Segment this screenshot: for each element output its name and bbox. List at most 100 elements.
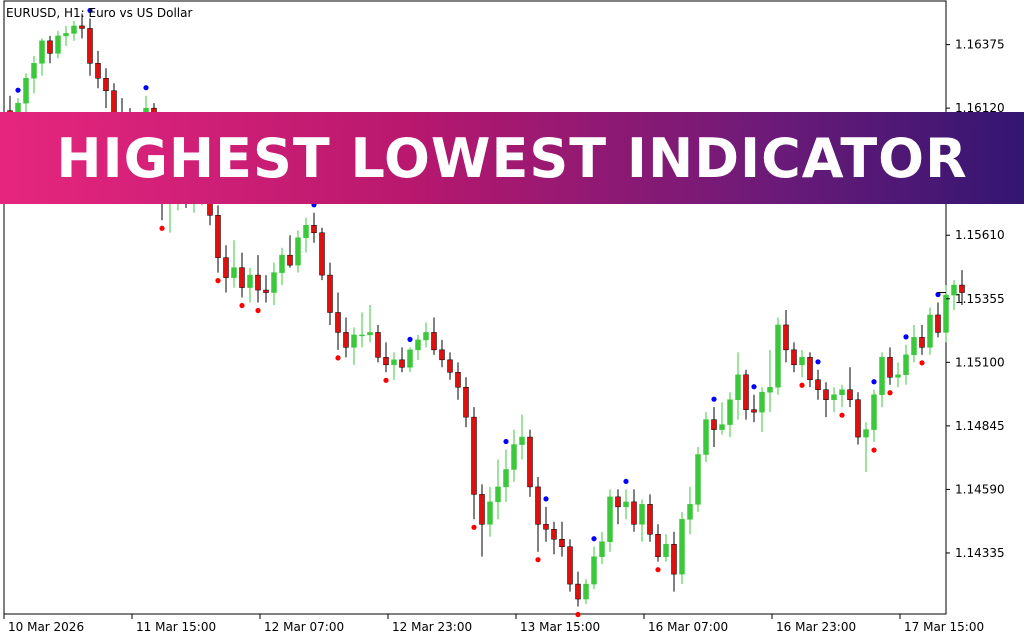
bull-candle-body <box>503 469 509 488</box>
bull-candle-body <box>583 583 589 600</box>
bear-candle-body <box>311 225 317 233</box>
candle <box>415 334 421 360</box>
candle <box>799 349 805 378</box>
bear-candle-body <box>447 359 453 373</box>
candle <box>679 511 685 585</box>
bull-candle-body <box>39 40 45 64</box>
candle <box>583 579 589 605</box>
bull-candle-body <box>687 504 693 520</box>
bull-candle-body <box>359 334 365 337</box>
bull-candle-body <box>591 556 597 585</box>
lowest-marker <box>471 524 477 530</box>
candle <box>951 280 957 310</box>
bear-candle-body <box>887 357 893 378</box>
candle <box>327 262 333 325</box>
candle <box>695 447 701 512</box>
bull-candle-body <box>703 419 709 455</box>
candle <box>79 13 85 39</box>
bull-candle-body <box>951 284 957 296</box>
candle <box>223 245 229 293</box>
bear-candle-body <box>527 436 533 488</box>
candle <box>655 524 661 562</box>
candle <box>919 324 925 355</box>
bull-candle-body <box>23 77 29 104</box>
candle <box>847 367 853 408</box>
candle <box>263 275 269 303</box>
highest-marker <box>543 496 549 502</box>
title-banner: HIGHEST LOWEST INDICATOR <box>0 112 1024 204</box>
candles-layer <box>7 13 965 607</box>
bull-candle-body <box>31 63 37 79</box>
candle <box>431 317 437 355</box>
x-tick-label: 12 Mar 07:00 <box>264 620 344 634</box>
bear-candle-body <box>319 232 325 276</box>
bull-candle-body <box>295 237 301 266</box>
candle <box>503 449 509 502</box>
bull-candle-body <box>487 501 493 525</box>
candle <box>735 352 741 420</box>
candle <box>911 324 917 363</box>
plot-area <box>3 0 947 615</box>
candle <box>567 539 573 592</box>
candle <box>359 312 365 348</box>
highest-marker <box>143 85 149 91</box>
candle <box>391 352 397 380</box>
candle <box>759 387 765 433</box>
bull-candle-body <box>599 541 605 557</box>
bull-candle-body <box>879 357 885 395</box>
x-tick-label: 17 Mar 15:00 <box>904 620 984 634</box>
y-tick-label: 1.15100 <box>955 355 1005 369</box>
candle <box>903 344 909 385</box>
bear-candle-body <box>919 337 925 348</box>
bull-candle-body <box>519 436 525 445</box>
bear-candle-body <box>383 357 389 366</box>
bear-candle-body <box>535 486 541 525</box>
candle <box>895 362 901 388</box>
bull-candle-body <box>695 454 701 505</box>
bear-candle-body <box>239 267 245 288</box>
bull-candle-body <box>247 274 253 288</box>
bear-candle-body <box>823 389 829 400</box>
candle <box>447 352 453 380</box>
candle <box>335 292 341 350</box>
y-tick-label: 1.16375 <box>955 38 1005 52</box>
bear-candle-body <box>847 389 853 400</box>
candle <box>287 235 293 268</box>
bull-candle-body <box>759 391 765 413</box>
bear-candle-body <box>551 529 557 540</box>
candle <box>479 484 485 557</box>
bear-candle-body <box>615 496 621 508</box>
candle <box>311 212 317 243</box>
candle <box>599 531 605 565</box>
bull-candle-body <box>767 386 773 393</box>
bear-candle-body <box>479 494 485 525</box>
candle <box>527 429 533 497</box>
y-tick-label: 1.15355 <box>955 292 1005 306</box>
candle <box>671 531 677 592</box>
lowest-marker <box>215 278 221 284</box>
bull-candle-body <box>735 374 741 400</box>
candle <box>351 327 357 365</box>
bear-candle-body <box>575 583 581 600</box>
candle <box>279 247 285 286</box>
lowest-marker <box>839 412 845 418</box>
candle <box>271 262 277 306</box>
candle <box>551 521 557 555</box>
candle <box>783 309 789 363</box>
bear-candle-body <box>79 25 85 29</box>
highest-marker <box>623 478 629 485</box>
x-tick-label: 16 Mar 23:00 <box>776 620 856 634</box>
candle <box>751 394 757 423</box>
candle <box>631 489 637 532</box>
bull-candle-body <box>63 33 69 37</box>
bear-candle-body <box>631 501 637 525</box>
bear-candle-body <box>327 274 333 313</box>
bull-candle-body <box>719 424 725 430</box>
candle <box>455 362 461 400</box>
bull-candle-body <box>871 394 877 430</box>
banner-title: HIGHEST LOWEST INDICATOR <box>56 126 968 190</box>
candle <box>231 240 237 288</box>
bear-candle-body <box>439 349 445 361</box>
candle <box>303 217 309 253</box>
